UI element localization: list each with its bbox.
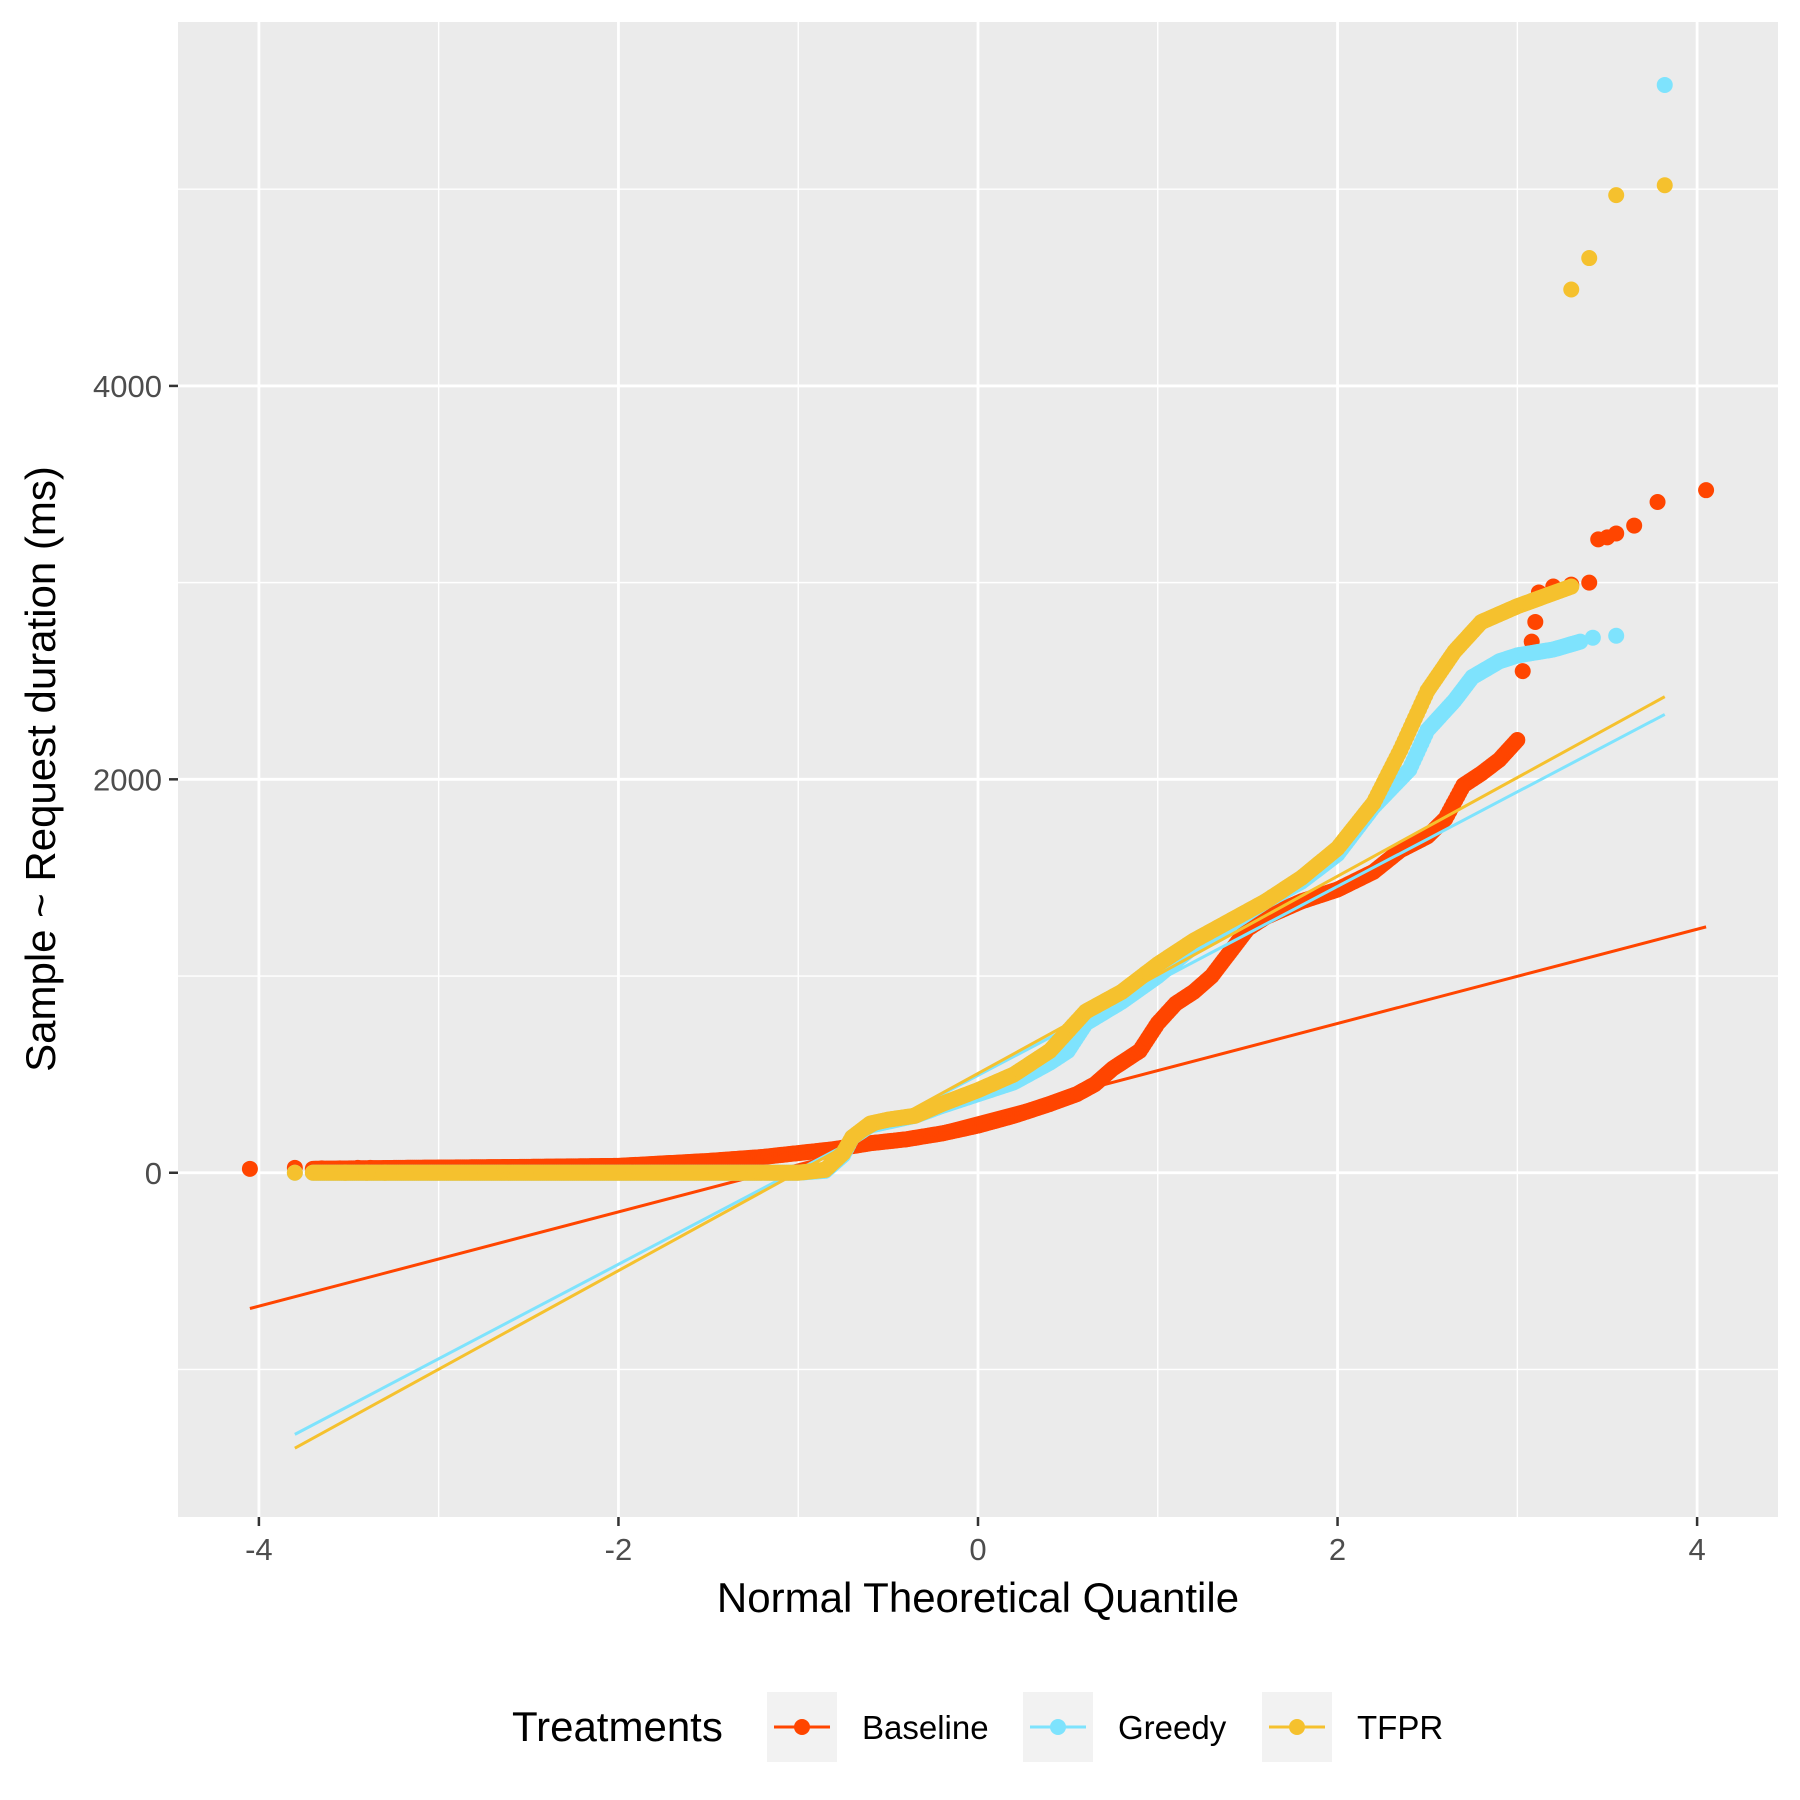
- point-baseline: [1581, 574, 1598, 591]
- legend: Treatments Baseline Greedy TFPR: [512, 1692, 1443, 1762]
- legend-label-baseline: Baseline: [862, 1709, 989, 1746]
- y-tick-label: 4000: [93, 369, 162, 404]
- point-baseline: [1698, 482, 1715, 499]
- legend-item-baseline: Baseline: [767, 1692, 989, 1762]
- point-tfpr: [337, 1164, 354, 1181]
- point-greedy: [1584, 629, 1601, 646]
- point-tfpr: [1563, 281, 1580, 298]
- x-tick-label: 0: [969, 1532, 986, 1567]
- point-tfpr: [358, 1164, 375, 1181]
- reference-line-tfpr: [294, 695, 1666, 1450]
- x-axis-title: Normal Theoretical Quantile: [717, 1574, 1239, 1621]
- point-tfpr: [1608, 187, 1625, 204]
- legend-item-tfpr: TFPR: [1262, 1692, 1443, 1762]
- point-baseline: [1649, 493, 1666, 510]
- axis-ticks: [169, 384, 1699, 1526]
- x-tick-label: 2: [1329, 1532, 1346, 1567]
- reference-line-greedy: [294, 713, 1666, 1436]
- legend-dot-baseline: [794, 1719, 810, 1735]
- x-tick-label: -4: [245, 1532, 273, 1567]
- legend-dot-tfpr: [1289, 1719, 1305, 1735]
- y-tick-label: 2000: [93, 762, 162, 797]
- axis-tick-labels: -4 -2 0 2 4 0 2000 4000: [93, 369, 1706, 1567]
- point-greedy: [1572, 633, 1589, 650]
- x-tick-label: 4: [1688, 1532, 1705, 1567]
- x-tick-label: -2: [605, 1532, 633, 1567]
- point-greedy: [1656, 76, 1673, 93]
- major-gridlines: [178, 22, 1778, 1517]
- point-tfpr: [286, 1164, 303, 1181]
- legend-item-greedy: Greedy: [1023, 1692, 1227, 1762]
- legend-items: Baseline Greedy TFPR: [767, 1692, 1443, 1762]
- point-baseline: [1527, 613, 1544, 630]
- point-tfpr: [376, 1164, 393, 1181]
- point-baseline: [241, 1160, 258, 1177]
- point-baseline: [1626, 517, 1643, 534]
- point-tfpr: [1563, 578, 1580, 595]
- point-tfpr: [1581, 250, 1598, 267]
- legend-dot-greedy: [1050, 1719, 1066, 1735]
- point-baseline: [1514, 663, 1531, 680]
- legend-label-greedy: Greedy: [1118, 1709, 1227, 1746]
- legend-label-tfpr: TFPR: [1357, 1709, 1443, 1746]
- y-axis-title: Sample ~ Request duration (ms): [17, 466, 64, 1072]
- point-baseline: [1608, 525, 1625, 542]
- series-layer: [241, 76, 1715, 1450]
- legend-title: Treatments: [512, 1703, 723, 1750]
- point-baseline: [1509, 731, 1526, 748]
- point-tfpr: [1656, 177, 1673, 194]
- point-greedy: [1608, 627, 1625, 644]
- series-tfpr: [286, 177, 1673, 1450]
- y-tick-label: 0: [145, 1156, 162, 1191]
